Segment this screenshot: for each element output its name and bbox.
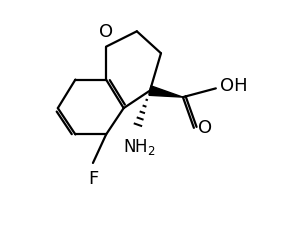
Text: NH$_2$: NH$_2$ — [123, 137, 155, 157]
Text: O: O — [99, 23, 113, 41]
Text: O: O — [198, 119, 212, 137]
Polygon shape — [149, 86, 183, 97]
Text: OH: OH — [220, 77, 248, 95]
Text: F: F — [88, 170, 98, 188]
